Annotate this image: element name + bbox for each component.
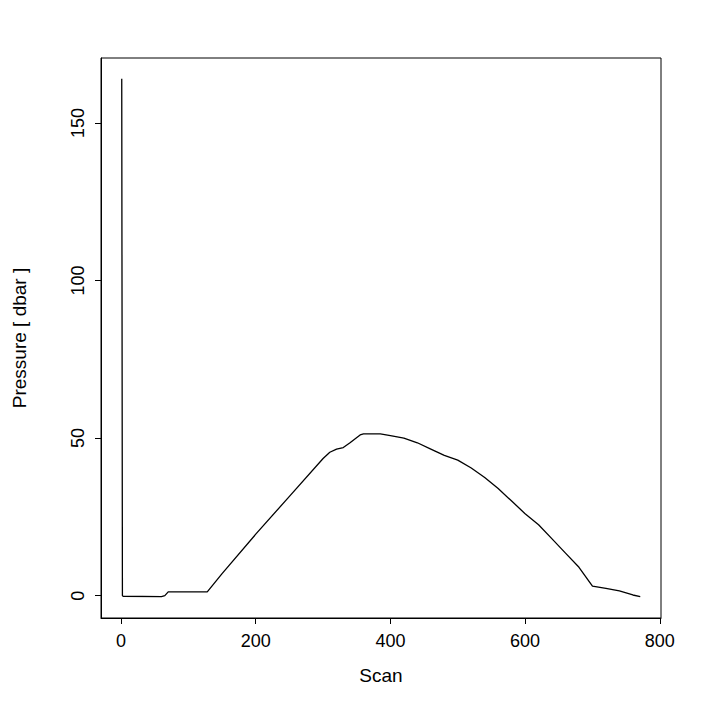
svg-text:600: 600 [510, 631, 540, 651]
svg-text:400: 400 [375, 631, 405, 651]
svg-text:0: 0 [116, 631, 126, 651]
svg-text:150: 150 [68, 108, 88, 138]
svg-text:0: 0 [68, 591, 88, 601]
svg-text:Pressure [ dbar ]: Pressure [ dbar ] [9, 268, 30, 408]
svg-text:Scan: Scan [359, 665, 402, 686]
svg-text:100: 100 [68, 265, 88, 295]
svg-text:800: 800 [645, 631, 675, 651]
svg-text:200: 200 [241, 631, 271, 651]
svg-text:50: 50 [68, 428, 88, 448]
